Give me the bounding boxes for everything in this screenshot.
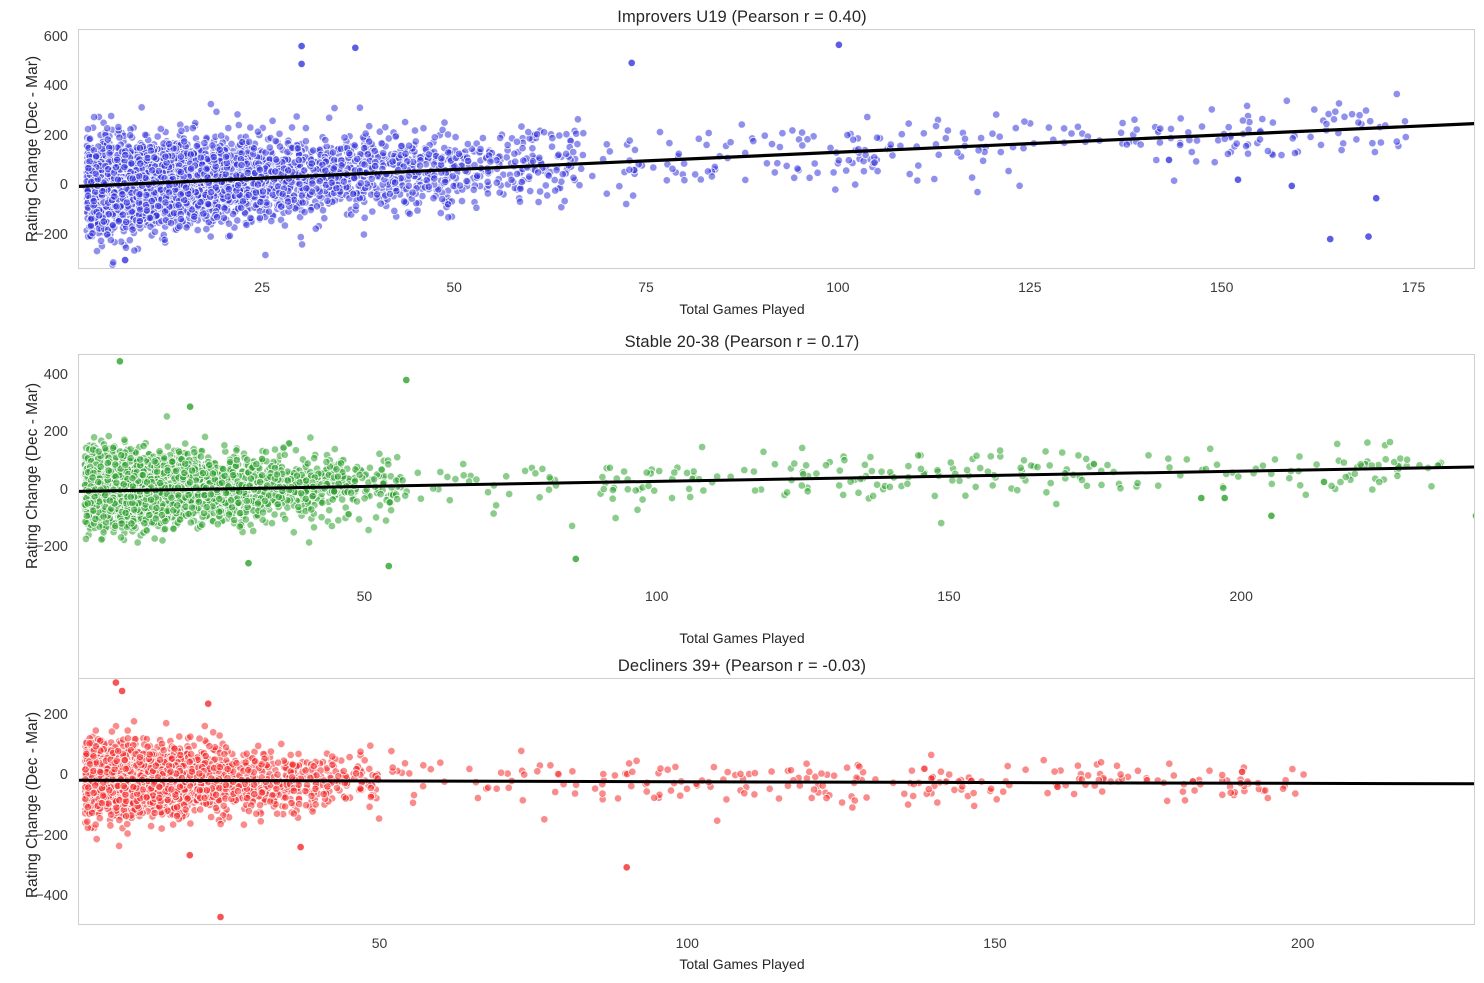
- panel-title-decliners: Decliners 39+ (Pearson r = -0.03): [617, 657, 867, 675]
- y-tick-label: −200: [35, 226, 68, 243]
- scatter-canvas-decliners: [79, 679, 1474, 922]
- scatter-canvas-stable: [79, 357, 1474, 571]
- x-tick-label: 200: [1229, 588, 1253, 604]
- x-axis-label-improvers: Total Games Played: [679, 301, 805, 317]
- panel-decliners-39plus: Decliners 39+ (Pearson r = -0.03) Rating…: [0, 651, 1484, 983]
- panel-title-improvers: Improvers U19 (Pearson r = 0.40): [617, 8, 867, 26]
- y-tick-label: 200: [43, 424, 68, 441]
- y-tick-label: −200: [35, 539, 68, 556]
- x-tick-label: 150: [983, 935, 1007, 951]
- x-tick-label: 150: [1210, 279, 1234, 295]
- panel-improvers-u19: Improvers U19 (Pearson r = 0.40) Rating …: [0, 0, 1484, 320]
- x-axis-label-decliners: Total Games Played: [679, 956, 805, 972]
- y-tick-label: 200: [43, 127, 68, 144]
- panel-title-stable: Stable 20-38 (Pearson r = 0.17): [624, 333, 860, 351]
- x-tick-label: 25: [254, 279, 271, 295]
- y-axis-label-stable: Rating Change (Dec - Mar): [24, 382, 41, 570]
- x-tick-label: 100: [644, 588, 669, 604]
- plot-area-decliners[interactable]: [78, 678, 1475, 925]
- y-tick-label: 0: [59, 481, 68, 498]
- y-tick-label: −400: [35, 887, 68, 904]
- y-tick-label: 600: [43, 28, 68, 45]
- x-tick-label: 50: [446, 279, 462, 295]
- y-tick-label: 400: [43, 366, 68, 383]
- x-tick-label: 150: [937, 588, 961, 604]
- x-tick-label: 50: [371, 935, 388, 951]
- x-axis-label-stable: Total Games Played: [679, 630, 805, 646]
- y-tick-label: 200: [43, 707, 68, 724]
- y-tick-label: 400: [43, 78, 68, 95]
- x-tick-label: 100: [675, 935, 699, 951]
- y-tick-label: −200: [35, 827, 68, 844]
- y-axis-label-decliners: Rating Change (Dec - Mar): [24, 711, 41, 899]
- y-tick-label: 0: [59, 177, 68, 194]
- x-tick-label: 50: [356, 588, 373, 604]
- x-tick-label: 175: [1401, 279, 1426, 295]
- x-tick-label: 125: [1018, 279, 1042, 295]
- x-tick-label: 100: [826, 279, 850, 295]
- panel-stable-20-38: Stable 20-38 (Pearson r = 0.17) Rating C…: [0, 327, 1484, 905]
- x-tick-label: 75: [638, 279, 654, 295]
- x-tick-label: 200: [1290, 935, 1315, 951]
- plot-area-improvers[interactable]: [78, 29, 1475, 269]
- scatter-canvas-improvers: [79, 40, 1474, 268]
- y-tick-label: 0: [59, 767, 68, 784]
